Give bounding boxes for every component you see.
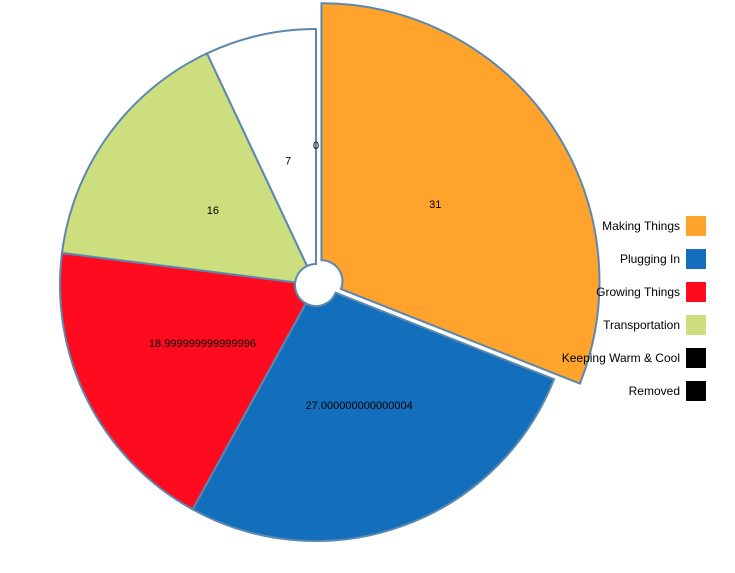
- slice-labels: 31 27.000000000000004 18.999999999999996 16…: [149, 140, 441, 412]
- legend-swatch: [686, 282, 706, 302]
- legend-item-plugging-in[interactable]: Plugging In: [620, 249, 706, 269]
- legend-swatch: [686, 348, 706, 368]
- legend-swatch: [686, 216, 706, 236]
- pie-slices: [59, 2, 601, 542]
- pie-slice-making-things[interactable]: [320, 2, 601, 385]
- legend-label: Plugging In: [620, 252, 680, 266]
- slice-label-transportation: 16: [207, 205, 219, 217]
- slice-label-removed: 0: [313, 140, 319, 152]
- slice-label-keeping-warm-and-cool: 7: [285, 156, 291, 168]
- pie-slice-keeping-warm-and-cool[interactable]: [205, 27, 317, 268]
- legend-item-transportation[interactable]: Transportation: [603, 315, 706, 335]
- legend: Making Things Plugging In Growing Things Tr…: [562, 216, 706, 401]
- pie-slice-transportation[interactable]: [60, 52, 309, 284]
- legend-label: Making Things: [602, 219, 680, 233]
- legend-label: Keeping Warm & Cool: [562, 351, 680, 365]
- legend-swatch: [686, 249, 706, 269]
- legend-label: Removed: [629, 384, 680, 398]
- legend-item-making-things[interactable]: Making Things: [602, 216, 706, 236]
- legend-item-keeping-warm-and-cool[interactable]: Keeping Warm & Cool: [562, 348, 706, 368]
- legend-swatch: [686, 381, 706, 401]
- slice-label-growing-things: 18.999999999999996: [149, 338, 256, 350]
- legend-label: Growing Things: [596, 285, 680, 299]
- legend-item-growing-things[interactable]: Growing Things: [596, 282, 706, 302]
- legend-item-removed[interactable]: Removed: [629, 381, 706, 401]
- slice-label-plugging-in: 27.000000000000004: [306, 400, 413, 412]
- legend-label: Transportation: [603, 318, 680, 332]
- pie-slice-plugging-in[interactable]: [191, 291, 556, 542]
- slice-label-making-things: 31: [429, 199, 441, 211]
- legend-swatch: [686, 315, 706, 335]
- pie-slice-growing-things[interactable]: [59, 251, 308, 511]
